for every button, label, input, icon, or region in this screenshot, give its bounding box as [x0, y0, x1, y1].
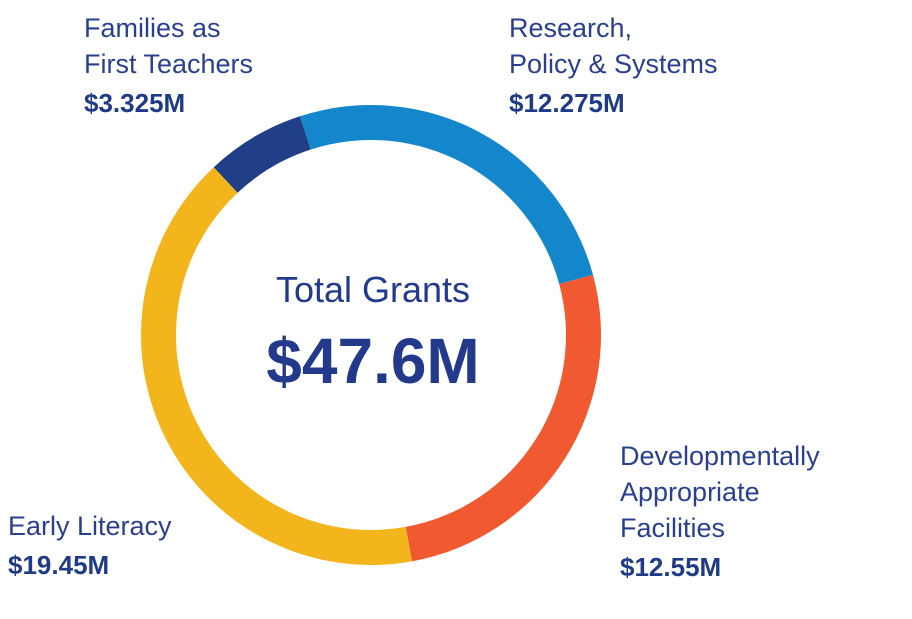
total-grants-value: $47.6M: [266, 325, 480, 397]
legend-value: $19.45M: [8, 550, 110, 580]
legend-value: $12.275M: [509, 88, 625, 118]
chart-title: Total Grants: [275, 269, 471, 310]
legend-families-first-teachers: Families as First Teachers $3.325M: [84, 10, 253, 122]
donut-slice-1: [405, 274, 601, 562]
legend-label: Families as First Teachers: [84, 13, 254, 79]
donut-slice-0: [299, 105, 593, 284]
legend-value: $12.55M: [620, 552, 722, 582]
legend-label: Early Literacy: [8, 511, 172, 541]
donut-slice-2: [141, 167, 412, 565]
legend-label: Developmentally Appropriate Facilities: [620, 441, 820, 543]
legend-value: $3.325M: [84, 88, 186, 118]
legend-early-literacy: Early Literacy $19.45M: [8, 508, 172, 584]
legend-label: Research, Policy & Systems: [509, 13, 718, 79]
donut-slice-3: [213, 116, 311, 193]
legend-developmentally-appropriate-facilities: Developmentally Appropriate Facilities $…: [620, 438, 820, 586]
chart-center: Total Grants $47.6M: [223, 268, 523, 400]
legend-research-policy-systems: Research, Policy & Systems $12.275M: [509, 10, 718, 122]
